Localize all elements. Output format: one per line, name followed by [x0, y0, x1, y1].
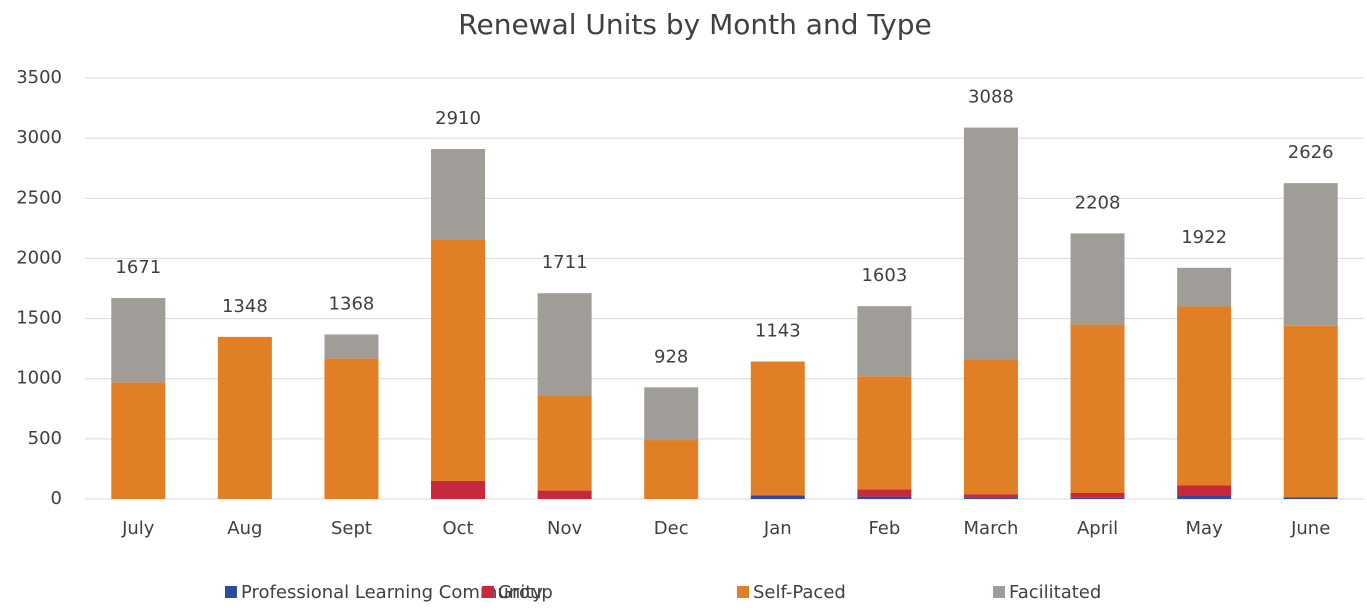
bar-segment — [857, 489, 912, 497]
y-tick-label: 3500 — [16, 67, 62, 88]
bar-segment — [1283, 183, 1338, 326]
bar-segment — [1070, 233, 1125, 325]
bar-segment — [963, 359, 1018, 495]
total-label: 2910 — [435, 108, 481, 129]
legend-label: Group — [498, 582, 553, 603]
bar-segment — [324, 334, 379, 359]
y-tick-label: 2000 — [16, 247, 62, 268]
x-tick-label: March — [964, 518, 1019, 539]
bar-segment — [857, 306, 912, 377]
bar-segment — [431, 480, 486, 499]
x-tick-label: Aug — [227, 518, 262, 539]
total-label: 1603 — [861, 265, 907, 286]
bar-segment — [963, 127, 1018, 360]
bar-segment — [1177, 267, 1232, 307]
total-label: 1368 — [329, 293, 375, 314]
y-tick-label: 3000 — [16, 127, 62, 148]
chart-title: Renewal Units by Month and Type — [458, 8, 931, 41]
bar-segment — [1177, 495, 1232, 499]
legend-label: Professional Learning Community — [241, 582, 543, 603]
x-tick-label: May — [1186, 518, 1224, 539]
bar-segment — [1283, 497, 1338, 499]
bar-segment — [963, 497, 1018, 499]
x-tick-label: Jan — [763, 518, 792, 539]
total-label: 928 — [654, 346, 688, 367]
bar-segment — [537, 293, 592, 396]
bar-segment — [644, 440, 699, 499]
bar-segment — [324, 358, 379, 499]
bar-segment — [750, 361, 805, 496]
x-tick-label: Sept — [331, 518, 372, 539]
bar-segment — [111, 298, 166, 383]
bar-segment — [537, 490, 592, 499]
bar-segment — [857, 496, 912, 499]
total-label: 1922 — [1181, 227, 1227, 248]
x-tick-label: July — [121, 518, 155, 539]
legend-swatch — [737, 586, 749, 598]
total-label: 1671 — [115, 257, 161, 278]
x-tick-label: June — [1290, 518, 1330, 539]
bar-segment — [431, 239, 486, 481]
bar-segment — [1070, 497, 1125, 499]
bar-segment — [857, 376, 912, 490]
y-tick-label: 1500 — [16, 308, 62, 329]
x-tick-label: April — [1077, 518, 1118, 539]
y-tick-label: 1000 — [16, 368, 62, 389]
bar-segment — [1177, 485, 1232, 496]
bar-segment — [111, 382, 166, 499]
bar-segment — [537, 395, 592, 491]
y-tick-label: 2500 — [16, 187, 62, 208]
legend-swatch — [482, 586, 494, 598]
legend-swatch — [225, 586, 237, 598]
x-tick-label: Oct — [442, 518, 473, 539]
bar-segment — [431, 148, 486, 240]
y-tick-label: 500 — [28, 428, 62, 449]
y-tick-label: 0 — [51, 488, 62, 509]
total-label: 1711 — [542, 252, 588, 273]
total-label: 1348 — [222, 296, 268, 317]
x-tick-label: Nov — [547, 518, 582, 539]
bar-segment — [217, 336, 272, 499]
x-tick-label: Dec — [654, 518, 689, 539]
bar-segment — [1177, 306, 1232, 486]
total-label: 2626 — [1288, 142, 1334, 163]
total-label: 2208 — [1075, 192, 1121, 213]
total-label: 3088 — [968, 87, 1014, 108]
bar-segment — [644, 387, 699, 441]
x-tick-label: Feb — [868, 518, 900, 539]
bar-segment — [1070, 492, 1125, 498]
bar-segment — [750, 495, 805, 499]
total-label: 1143 — [755, 321, 801, 342]
legend-swatch — [993, 586, 1005, 598]
bar-segment — [1283, 325, 1338, 498]
bar-segment — [963, 494, 1018, 498]
legend-label: Self-Paced — [753, 582, 846, 603]
bar-segment — [1070, 324, 1125, 493]
legend-label: Facilitated — [1009, 582, 1101, 603]
